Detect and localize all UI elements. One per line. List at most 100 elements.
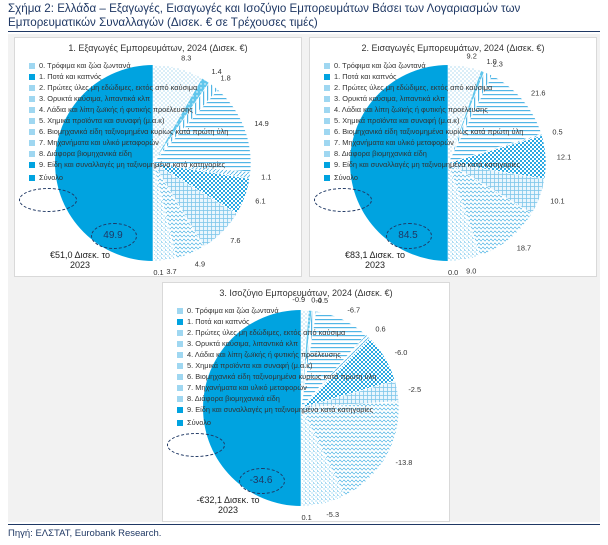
- legend-label: 2. Πρώτες ύλες μη εδώδιμες, εκτός από κα…: [39, 83, 198, 92]
- legend-item: 4. Λάδια και λίπη ζωϊκής ή φυτικής προέλ…: [29, 104, 228, 115]
- legend-swatch: [177, 329, 183, 336]
- title-divider: [8, 31, 600, 32]
- legend-swatch: [29, 139, 35, 146]
- data-label-8: 3.7: [166, 267, 176, 276]
- legend-swatch: [324, 117, 330, 124]
- legend-swatch: [29, 174, 35, 181]
- data-label-4: 0.6: [375, 324, 385, 333]
- legend-label: 8. Διάφορα βιομηχανικά είδη: [39, 149, 132, 158]
- legend-swatch: [324, 139, 330, 146]
- legend-swatch: [177, 318, 183, 325]
- legend-label: 3. Ορυκτά καύσιμα, λιπαντικά κλπ: [39, 94, 151, 103]
- chart-title: 1. Εξαγωγές Εμπορευμάτων, 2024 (Δισεκ. €…: [68, 43, 248, 53]
- legend-swatch: [324, 128, 330, 135]
- pie-slice-9: [152, 162, 154, 262]
- legend: 0. Τρόφιμα και ζώα ζωντανά 1. Ποτά και κα…: [324, 60, 523, 183]
- pie-slice-7: [300, 400, 400, 497]
- legend-label: 1. Ποτά και καπνός: [187, 317, 250, 326]
- legend-swatch: [324, 95, 330, 102]
- legend-label: 0. Τρόφιμα και ζώα ζωντανά: [187, 306, 279, 315]
- legend-swatch: [29, 128, 35, 135]
- legend-label: 1. Ποτά και καπνός: [39, 72, 102, 81]
- prior-year-note: €83,1 Δισεκ. το 2023: [344, 250, 406, 270]
- total-value-circle: [386, 223, 432, 249]
- data-label-0: -0.9: [292, 295, 305, 304]
- legend-item: 0. Τρόφιμα και ζώα ζωντανά: [324, 60, 523, 71]
- legend-item: 8. Διάφορα βιομηχανικά είδη: [29, 148, 228, 159]
- legend-swatch: [29, 117, 35, 124]
- legend-item: 5. Χημικά προϊόντα και συναφή (μ.α.κ): [29, 115, 228, 126]
- legend-swatch: [324, 150, 330, 157]
- legend-item: 9. Είδη και συναλλαγές μη ταξινομημένα κ…: [324, 159, 523, 170]
- legend-label: 3. Ορυκτά καύσιμα, λιπαντικά κλπ: [334, 94, 446, 103]
- pie-slice-8: [447, 162, 481, 262]
- chart-title: 3. Ισοζύγιο Εμπορευμάτων, 2024 (Δισεκ. €…: [219, 288, 393, 298]
- legend-item: 7. Μηχανήματα και υλικό μεταφορών: [324, 137, 523, 148]
- legend-swatch: [177, 406, 183, 413]
- legend-item: 2. Πρώτες ύλες μη εδώδιμες, εκτός από κα…: [29, 82, 228, 93]
- pie-slice-3: [447, 74, 542, 164]
- data-label-5: -6.0: [395, 348, 408, 357]
- legend-swatch: [324, 62, 330, 69]
- legend-item: Σύνολο: [324, 172, 523, 183]
- data-label-7: -13.8: [396, 458, 413, 467]
- legend-label: 6. Βιομηχανικά είδη ταξινομημένα κυρίως …: [187, 372, 377, 381]
- legend-swatch: [29, 73, 35, 80]
- pie-chart-svg: 8.3 1.41.8 14.9 1.1 6.1 7.6 4.9 3.70.1: [55, 54, 271, 277]
- data-label-3: -6.7: [347, 305, 360, 314]
- total-highlight-circle: [167, 433, 225, 457]
- data-label-8: 9.0: [466, 266, 476, 275]
- data-label-6: 7.6: [230, 236, 240, 245]
- legend-item: 3. Ορυκτά καύσιμα, λιπαντικά κλπ: [29, 93, 228, 104]
- legend-item: 5. Χημικά προϊόντα και συναφή (μ.α.κ): [177, 360, 376, 371]
- legend: 0. Τρόφιμα και ζώα ζωντανά 1. Ποτά και κα…: [177, 305, 376, 428]
- pie-chart-svg: -0.9 0.4-0.5 -6.7 0.6 -6.0 -2.5 -13.8 -5.3 0.1: [203, 295, 421, 522]
- data-label-9: 0.0: [448, 268, 458, 277]
- legend-label: 0. Τρόφιμα και ζώα ζωντανά: [39, 61, 131, 70]
- legend-item: 1. Ποτά και καπνός: [29, 71, 228, 82]
- legend-swatch: [324, 106, 330, 113]
- data-label-4: 0.5: [552, 127, 562, 136]
- legend-label: 2. Πρώτες ύλες μη εδώδιμες, εκτός από κα…: [334, 83, 493, 92]
- legend-swatch: [324, 161, 330, 168]
- legend-label: 3. Ορυκτά καύσιμα, λιπαντικά κλπ: [187, 339, 299, 348]
- data-label-6: 10.1: [550, 197, 564, 206]
- legend-label: 9. Είδη και συναλλαγές μη ταξινομημένα κ…: [39, 160, 226, 169]
- data-label-5: 6.1: [255, 197, 265, 206]
- prior-year-note: -€32,1 Δισεκ. το 2023: [196, 495, 260, 515]
- legend-label: Σύνολο: [334, 173, 358, 182]
- legend-item: 6. Βιομηχανικά είδη ταξινομημένα κυρίως …: [177, 371, 376, 382]
- source-divider: [8, 524, 600, 525]
- legend-label: 1. Ποτά και καπνός: [334, 72, 397, 81]
- exports-chart-panel: 8.3 1.4 1.8 14.9 1.1 6.1 7.6 4.9 3.7 0.1 1. Εξαγω…: [14, 37, 302, 277]
- legend-item: 6. Βιομηχανικά είδη ταξινομημένα κυρίως …: [29, 126, 228, 137]
- legend-item: 9. Είδη και συναλλαγές μη ταξινομημένα κ…: [29, 159, 228, 170]
- legend-label: Σύνολο: [187, 418, 211, 427]
- data-label-2: -0.5: [315, 296, 328, 305]
- legend-label: 9. Είδη και συναλλαγές μη ταξινομημένα κ…: [334, 160, 521, 169]
- legend-label: 8. Διάφορα βιομηχανικά είδη: [334, 149, 427, 158]
- legend-swatch: [177, 340, 183, 347]
- legend-item: 0. Τρόφιμα και ζώα ζωντανά: [29, 60, 228, 71]
- legend: 0. Τρόφιμα και ζώα ζωντανά 1. Ποτά και κα…: [29, 60, 228, 183]
- balance-chart-panel: -0.9 0.4 -0.5 -6.7 0.6 -6.0 -2.5 -13.8 -5.3 0.1 3…: [162, 282, 450, 522]
- legend-label: 0. Τρόφιμα και ζώα ζωντανά: [334, 61, 426, 70]
- data-label-9: 0.1: [153, 268, 163, 277]
- total-highlight-circle: [314, 188, 372, 212]
- data-label-1: 0.4: [311, 295, 321, 304]
- legend-swatch: [29, 62, 35, 69]
- pie-slice-total: [350, 65, 448, 261]
- pie-slice-7: [447, 162, 533, 256]
- legend-swatch: [177, 419, 183, 426]
- legend-item: 1. Ποτά και καπνός: [177, 316, 376, 327]
- data-label-2: 1.8: [220, 73, 230, 82]
- data-label-0: 9.2: [467, 52, 477, 61]
- data-label-9: 0.1: [301, 513, 311, 522]
- total-highlight-circle: [19, 188, 77, 212]
- legend-swatch: [177, 362, 183, 369]
- figure-title: Σχήμα 2: Ελλάδα – Εξαγωγές, Εισαγωγές κα…: [8, 2, 521, 29]
- data-label-7: 4.9: [195, 260, 205, 269]
- legend-swatch: [177, 373, 183, 380]
- legend-swatch: [324, 174, 330, 181]
- legend-item: 7. Μηχανήματα και υλικό μεταφορών: [29, 137, 228, 148]
